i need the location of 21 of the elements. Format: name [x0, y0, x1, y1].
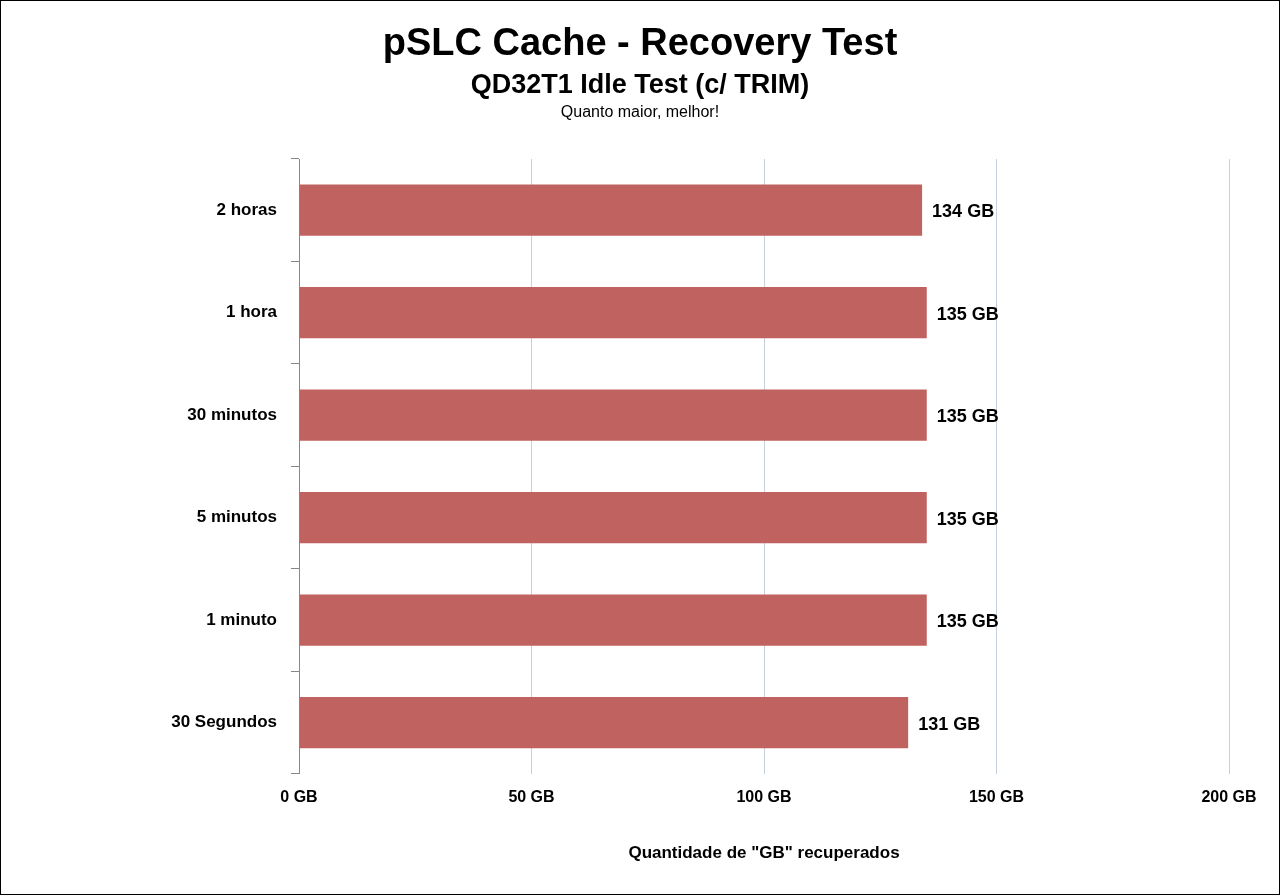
data-label: 135 GB — [936, 611, 999, 632]
data-label: 131 GB — [918, 713, 981, 734]
data-label: 135 GB — [936, 508, 999, 529]
x-tick-label: 50 GB — [508, 787, 555, 805]
text: Quanto maior, melhor! — [559, 103, 721, 121]
x-tick-label: 100 GB — [736, 787, 792, 805]
x-tick-label: 0 GB — [280, 787, 318, 805]
data-label: 135 GB — [936, 303, 999, 324]
chart-subtitle: QD32T1 Idle Test (c/ TRIM) — [469, 69, 811, 100]
x-axis-title: Quantidade de "GB" recuperados — [627, 843, 901, 863]
x-tick-label: 200 GB — [1201, 787, 1257, 805]
y-tick-label: 1 hora — [225, 302, 278, 322]
x-tick-label: 150 GB — [968, 787, 1025, 805]
y-tick-label: 1 minuto — [206, 609, 277, 629]
y-tick-label: 5 minutos — [196, 507, 277, 527]
y-tick-label: 30 minutos — [187, 404, 277, 424]
y-tick-label: 30 Segundos — [171, 712, 277, 732]
y-tick-label: 2 horas — [216, 199, 277, 219]
data-label: 135 GB — [936, 406, 999, 427]
chart-title: pSLC Cache - Recovery Test — [381, 21, 899, 64]
data-label: 134 GB — [932, 201, 995, 222]
